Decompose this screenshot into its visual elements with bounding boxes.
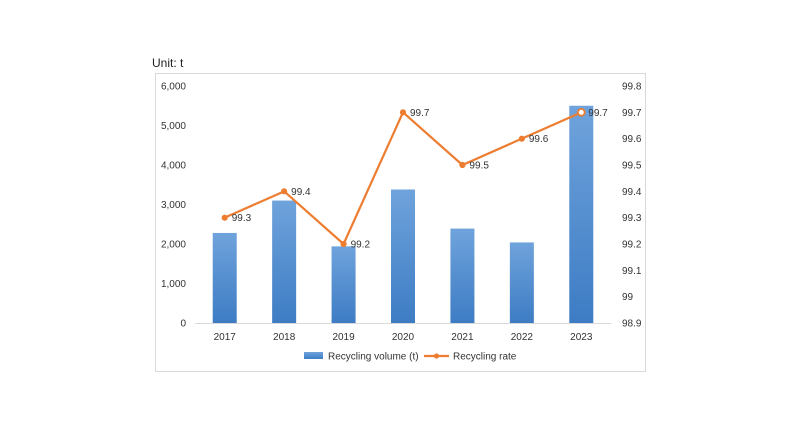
x-tick-label: 2017: [214, 332, 237, 343]
right-tick-label: 99.1: [622, 266, 642, 277]
x-tick-label: 2018: [273, 332, 296, 343]
bar: [569, 105, 594, 323]
right-tick-label: 99.5: [622, 161, 642, 172]
right-tick-label: 99: [622, 292, 634, 303]
x-tick-label: 2023: [570, 332, 593, 343]
legend-swatch-bar: [304, 352, 323, 359]
left-tick-label: 3,000: [161, 200, 186, 211]
bar-series: [212, 105, 594, 323]
rate-data-label: 99.2: [351, 240, 371, 251]
right-tick-label: 98.9: [622, 319, 642, 330]
bar: [272, 200, 297, 323]
rate-marker: [459, 161, 466, 169]
right-tick-label: 99.4: [622, 187, 642, 198]
left-tick-label: 5,000: [161, 121, 186, 132]
rate-data-label: 99.6: [529, 134, 549, 145]
bar: [212, 232, 237, 323]
chart-frame: 0 1,000 2,000 3,000 4,000 5,000 6,000 98.9 99 99…: [155, 73, 646, 372]
legend-label-line: Recycling rate: [453, 352, 517, 363]
right-tick-label: 99.6: [622, 134, 642, 145]
rate-marker: [576, 108, 586, 117]
rate-data-label: 99.4: [291, 187, 311, 198]
right-tick-label: 99.8: [622, 82, 642, 93]
right-tick-label: 99.3: [622, 213, 642, 224]
rate-data-label: 99.7: [588, 108, 608, 119]
rate-marker: [340, 240, 347, 248]
legend-label-bar: Recycling volume (t): [328, 352, 419, 363]
left-axis: 0 1,000 2,000 3,000 4,000 5,000 6,000: [161, 82, 186, 330]
rate-marker: [518, 135, 525, 142]
x-tick-label: 2019: [332, 332, 355, 343]
left-tick-label: 4,000: [161, 161, 186, 172]
bar: [450, 228, 475, 323]
bar: [331, 246, 356, 323]
bar: [391, 189, 415, 323]
right-tick-label: 99.2: [622, 240, 642, 251]
rate-data-label: 99.7: [410, 108, 430, 119]
rate-marker: [221, 214, 228, 221]
x-tick-label: 2021: [451, 332, 474, 343]
left-tick-label: 2,000: [161, 240, 186, 251]
left-tick-label: 0: [180, 319, 186, 330]
rate-data-label: 99.3: [232, 213, 252, 224]
combo-chart: 0 1,000 2,000 3,000 4,000 5,000 6,000 98.9 99 99…: [161, 82, 642, 363]
x-tick-label: 2022: [511, 332, 534, 343]
rate-marker: [281, 188, 288, 195]
line-series: 99.3 99.4 99.2 99.7 99.5 99.6 99.7: [221, 108, 608, 251]
left-tick-label: 6,000: [161, 82, 186, 93]
legend-swatch-marker: [433, 353, 440, 359]
right-axis: 98.9 99 99.1 99.2 99.3 99.4 99.5 99.6 99.7 99.8: [622, 82, 642, 330]
x-axis: 2017 2018 2019 2020 2021 2022 2023: [195, 323, 611, 343]
rate-marker: [399, 109, 407, 116]
right-tick-label: 99.7: [622, 108, 642, 119]
bar: [509, 242, 534, 323]
rate-data-label: 99.5: [469, 161, 489, 172]
legend: Recycling volume (t) Recycling rate: [304, 352, 517, 363]
unit-label: Unit: t: [152, 56, 184, 70]
x-tick-label: 2020: [392, 332, 415, 343]
left-tick-label: 1,000: [161, 279, 186, 290]
